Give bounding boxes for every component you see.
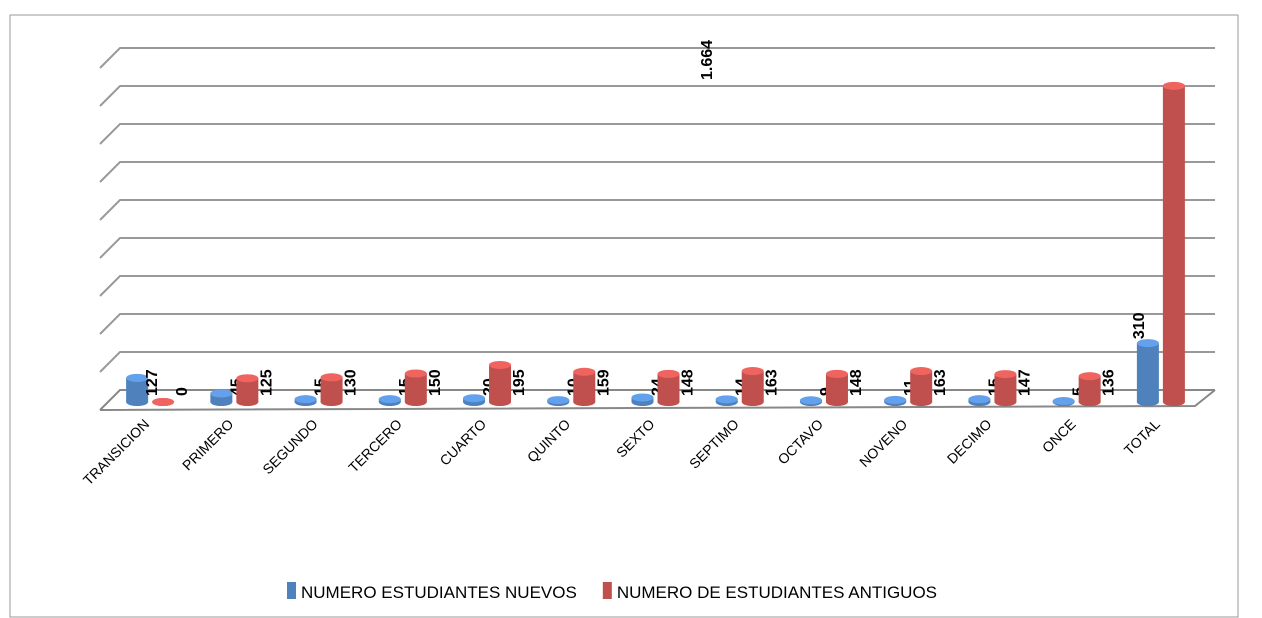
bar-base	[1078, 398, 1101, 406]
bar-top	[968, 395, 991, 404]
bar-base	[910, 398, 933, 406]
bar-top	[1162, 81, 1185, 90]
bar-top	[126, 373, 149, 382]
bar-top	[910, 367, 933, 376]
bar-base	[994, 398, 1017, 406]
bar	[489, 364, 512, 402]
value-label: 148	[680, 369, 697, 396]
bar-base	[210, 398, 233, 406]
bar	[1136, 343, 1159, 402]
chart-border	[9, 14, 1239, 618]
bar	[657, 373, 680, 402]
bar-top	[210, 389, 233, 398]
bar	[825, 373, 848, 402]
grid-line	[99, 123, 1215, 145]
bar-top	[799, 396, 822, 405]
bar-top	[994, 370, 1017, 379]
bar	[126, 377, 149, 402]
bar-top	[884, 395, 907, 404]
legend-swatch	[287, 582, 296, 599]
bar-top	[715, 395, 738, 404]
bar	[236, 378, 259, 402]
bar-top	[320, 373, 343, 382]
bar-base	[825, 398, 848, 406]
value-label: 136	[1101, 369, 1118, 396]
bar-base	[320, 398, 343, 406]
bar	[1078, 376, 1101, 402]
bar-top	[631, 393, 654, 402]
bar-base	[236, 398, 259, 406]
bar-top	[741, 367, 764, 376]
grid-line	[99, 275, 1215, 297]
grid-line	[99, 85, 1215, 107]
value-label: 127	[144, 369, 161, 396]
value-label: 195	[511, 369, 528, 396]
value-label: 125	[258, 369, 275, 396]
grid-line	[99, 351, 1215, 373]
bar-top	[547, 396, 570, 405]
bar-base	[1162, 398, 1185, 406]
bar-base	[741, 398, 764, 406]
bar	[994, 374, 1017, 402]
bar-top	[404, 369, 427, 378]
bar-top	[825, 369, 848, 378]
value-label: 310	[1131, 312, 1148, 339]
legend-label: NUMERO ESTUDIANTES NUEVOS	[301, 583, 577, 602]
value-label: 130	[343, 369, 360, 396]
grid-line	[99, 199, 1215, 221]
grid-line	[99, 161, 1215, 183]
bar	[404, 373, 427, 402]
value-label: 150	[427, 369, 444, 396]
bar-top	[378, 395, 401, 404]
bar-base	[126, 398, 149, 406]
grid-line	[99, 313, 1215, 335]
grid-line	[99, 47, 1215, 69]
value-label: 147	[1016, 369, 1033, 396]
bar	[573, 371, 596, 402]
bar	[210, 393, 233, 402]
bar-top	[1136, 339, 1159, 348]
bar-base	[404, 398, 427, 406]
value-label: 148	[848, 369, 865, 396]
bar-base	[1136, 398, 1159, 406]
bar-top	[463, 394, 486, 403]
value-label: 0	[174, 387, 191, 396]
bar	[741, 371, 764, 402]
bar-base	[573, 398, 596, 406]
legend-label: NUMERO DE ESTUDIANTES ANTIGUOS	[617, 583, 937, 602]
value-label: 163	[932, 369, 949, 396]
bar	[1162, 85, 1185, 402]
bar-top	[1052, 397, 1075, 406]
value-label: 163	[764, 369, 781, 396]
grid-line	[99, 237, 1215, 259]
legend-swatch	[602, 582, 612, 599]
bar-top	[152, 398, 175, 406]
bar-top	[1078, 372, 1101, 381]
bar-top	[657, 369, 680, 378]
bar-base	[657, 398, 680, 406]
grid-line	[99, 389, 1215, 411]
value-label: 1.664	[699, 40, 716, 80]
bar-top	[236, 374, 259, 383]
floor-edge	[99, 389, 1216, 411]
value-label: 159	[595, 369, 612, 396]
bar-base	[489, 398, 512, 406]
bar-top	[573, 367, 596, 376]
bar	[910, 371, 933, 402]
bar-top	[489, 360, 512, 369]
bar	[320, 377, 343, 402]
bar-top	[294, 395, 317, 404]
